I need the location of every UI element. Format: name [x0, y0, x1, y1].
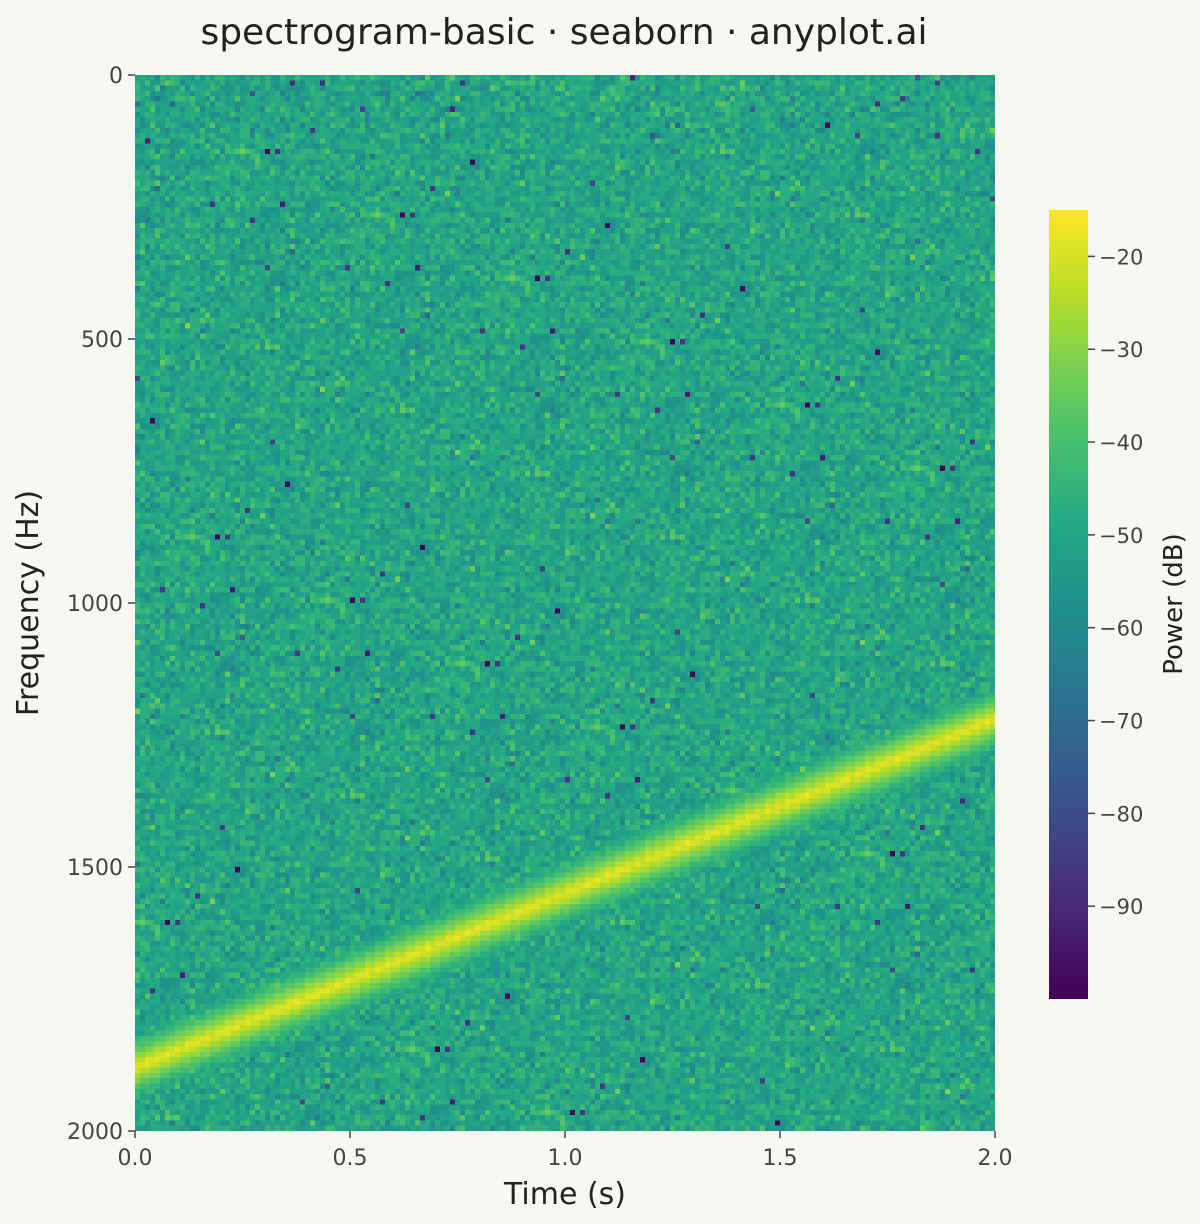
colorbar-tick-label: −60 [1099, 617, 1143, 641]
y-tick-label: 500 [81, 328, 123, 353]
x-tick-label: 1.5 [763, 1146, 798, 1171]
x-tick-label: 1.0 [548, 1146, 583, 1171]
colorbar-label: Power (dB) [1159, 533, 1189, 675]
spectrogram-heatmap [135, 75, 995, 1131]
colorbar-tick-label: −50 [1099, 524, 1143, 548]
y-tick-label: 2000 [67, 1120, 123, 1145]
colorbar-tick-label: −70 [1099, 710, 1143, 734]
colorbar-tick-label: −80 [1099, 802, 1143, 826]
colorbar-tick-label: −30 [1099, 338, 1143, 362]
colorbar-tick-label: −40 [1099, 431, 1143, 455]
colorbar-tick-label: −90 [1099, 895, 1143, 919]
y-tick-label: 1000 [67, 592, 123, 617]
x-axis: 0.0 0.5 1.0 1.5 2.0 [118, 1131, 1013, 1171]
y-axis: 0 500 1000 1500 2000 [67, 64, 135, 1145]
colorbar-ticks: −20 −30 −40 −50 −60 −70 −80 −90 [1088, 245, 1143, 919]
y-tick-label: 0 [109, 64, 123, 89]
x-tick-label: 2.0 [978, 1146, 1013, 1171]
y-axis-label: Frequency (Hz) [11, 490, 46, 716]
x-tick-label: 0.0 [118, 1146, 153, 1171]
chart-title: spectrogram-basic · seaborn · anyplot.ai [200, 12, 927, 53]
y-tick-label: 1500 [67, 856, 123, 881]
colorbar [1049, 210, 1088, 999]
x-axis-label: Time (s) [503, 1177, 626, 1212]
colorbar-tick-label: −20 [1099, 245, 1143, 269]
x-tick-label: 0.5 [333, 1146, 368, 1171]
